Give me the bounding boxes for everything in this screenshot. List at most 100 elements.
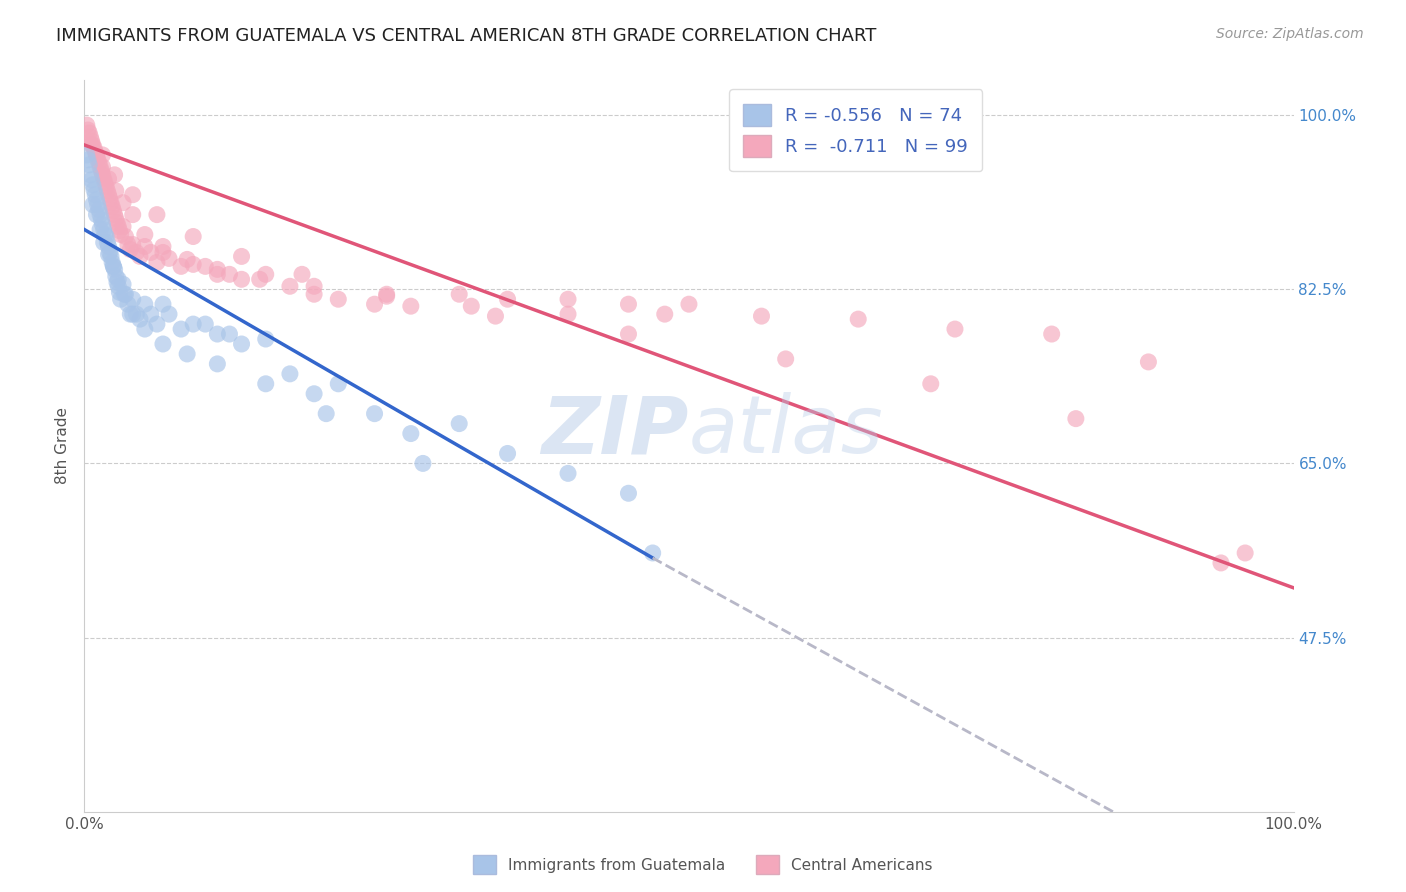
- Point: [97, 171, 120, 186]
- Point: [678, 297, 700, 311]
- Point: [207, 357, 229, 371]
- Point: [1040, 326, 1063, 341]
- Point: [121, 292, 143, 306]
- Point: [103, 260, 125, 274]
- Point: [207, 268, 229, 282]
- Point: [86, 193, 108, 207]
- Point: [103, 203, 125, 218]
- Point: [80, 134, 103, 148]
- Point: [328, 292, 350, 306]
- Point: [181, 317, 204, 331]
- Point: [90, 164, 112, 178]
- Point: [617, 486, 640, 500]
- Point: [846, 312, 869, 326]
- Point: [90, 212, 112, 227]
- Point: [302, 287, 325, 301]
- Point: [79, 130, 101, 145]
- Point: [104, 208, 127, 222]
- Point: [80, 173, 103, 187]
- Point: [1064, 411, 1087, 425]
- Point: [751, 309, 773, 323]
- Point: [77, 126, 100, 140]
- Legend: R = -0.556   N = 74, R =  -0.711   N = 99: R = -0.556 N = 74, R = -0.711 N = 99: [730, 89, 983, 171]
- Point: [121, 187, 143, 202]
- Point: [363, 297, 385, 311]
- Point: [93, 171, 115, 186]
- Point: [121, 208, 143, 222]
- Point: [79, 168, 101, 182]
- Point: [315, 407, 337, 421]
- Point: [97, 187, 120, 202]
- Point: [254, 332, 277, 346]
- Point: [207, 262, 229, 277]
- Point: [134, 297, 156, 311]
- Point: [100, 195, 122, 210]
- Point: [399, 426, 422, 441]
- Point: [86, 197, 108, 211]
- Point: [775, 351, 797, 366]
- Point: [557, 292, 579, 306]
- Point: [146, 255, 169, 269]
- Point: [484, 309, 506, 323]
- Point: [101, 200, 124, 214]
- Point: [1209, 556, 1232, 570]
- Point: [104, 262, 127, 277]
- Point: [617, 326, 640, 341]
- Point: [86, 148, 108, 162]
- Point: [112, 287, 135, 301]
- Point: [207, 326, 229, 341]
- Point: [114, 229, 136, 244]
- Point: [80, 138, 103, 153]
- Point: [152, 337, 174, 351]
- Point: [98, 192, 121, 206]
- Point: [231, 337, 253, 351]
- Point: [77, 158, 100, 172]
- Point: [76, 148, 98, 162]
- Point: [77, 153, 100, 167]
- Point: [125, 307, 148, 321]
- Point: [375, 287, 398, 301]
- Point: [91, 148, 114, 162]
- Point: [107, 272, 129, 286]
- Point: [110, 292, 132, 306]
- Point: [943, 322, 966, 336]
- Point: [76, 118, 98, 132]
- Point: [496, 446, 519, 460]
- Point: [93, 222, 115, 236]
- Point: [110, 227, 132, 242]
- Point: [89, 208, 111, 222]
- Point: [375, 289, 398, 303]
- Point: [82, 178, 104, 192]
- Point: [146, 208, 169, 222]
- Point: [112, 219, 135, 234]
- Point: [105, 275, 128, 289]
- Point: [152, 245, 174, 260]
- Point: [363, 407, 385, 421]
- Point: [96, 184, 118, 198]
- Text: Source: ZipAtlas.com: Source: ZipAtlas.com: [1216, 27, 1364, 41]
- Point: [104, 269, 127, 284]
- Point: [100, 249, 122, 263]
- Point: [139, 245, 162, 260]
- Point: [291, 268, 314, 282]
- Point: [654, 307, 676, 321]
- Point: [617, 297, 640, 311]
- Point: [557, 467, 579, 481]
- Point: [77, 123, 100, 137]
- Point: [97, 247, 120, 261]
- Point: [86, 152, 108, 166]
- Point: [97, 239, 120, 253]
- Point: [181, 257, 204, 271]
- Point: [112, 195, 135, 210]
- Point: [91, 160, 114, 174]
- Point: [82, 197, 104, 211]
- Point: [302, 279, 325, 293]
- Text: ZIP: ZIP: [541, 392, 689, 470]
- Y-axis label: 8th Grade: 8th Grade: [55, 408, 70, 484]
- Point: [107, 219, 129, 234]
- Point: [108, 223, 131, 237]
- Point: [134, 322, 156, 336]
- Point: [278, 367, 301, 381]
- Point: [87, 156, 110, 170]
- Point: [157, 307, 180, 321]
